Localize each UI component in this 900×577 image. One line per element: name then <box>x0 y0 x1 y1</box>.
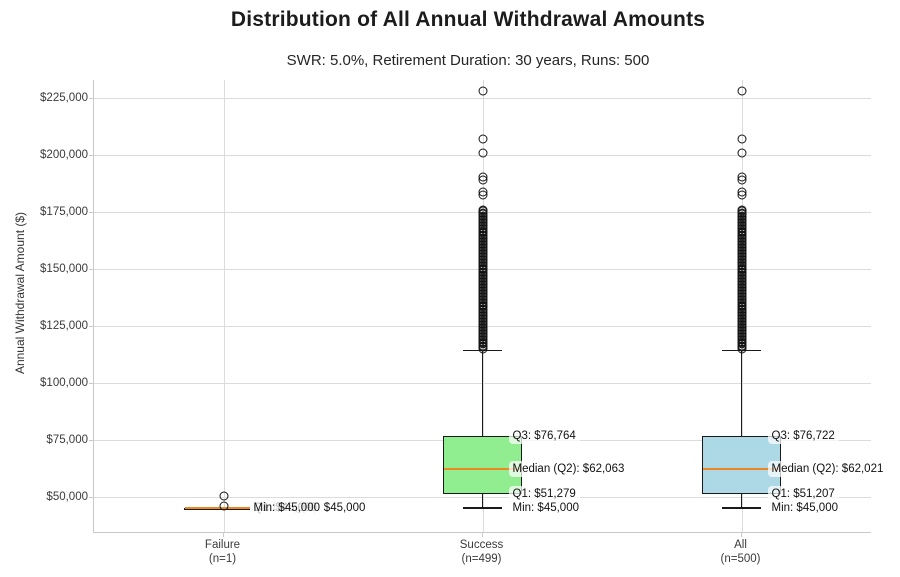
x-tick-mark <box>481 533 483 537</box>
stat-annotation: Median (Q2): $62,021 <box>767 461 888 478</box>
outlier-point <box>219 501 228 511</box>
x-tick-label-line1: Failure <box>204 539 241 551</box>
stat-annotation: Min: $45,000 <box>767 500 842 517</box>
outlier-point <box>478 134 487 144</box>
plot-area <box>93 80 871 533</box>
x-tick-label-line1: All <box>734 539 747 551</box>
stat-annotation: Q3: $76,764 <box>508 427 580 444</box>
stat-annotation: Q3: $76,722 <box>767 427 839 444</box>
y-tick-label: $200,000 <box>40 149 88 162</box>
upper-whisker <box>481 350 484 436</box>
y-tick-label: $125,000 <box>40 319 88 332</box>
lower-whisker <box>740 493 743 509</box>
y-tick-mark <box>89 212 93 214</box>
x-tick-label-line2: (n=1) <box>208 553 237 565</box>
y-tick-mark <box>89 98 93 100</box>
median-line <box>444 468 521 471</box>
outlier-point <box>737 187 746 197</box>
outlier-point <box>737 134 746 144</box>
chart-subtitle: SWR: 5.0%, Retirement Duration: 30 years… <box>286 52 650 69</box>
x-tick-label: Failure (n=1) <box>205 538 240 566</box>
stat-annotation: Min: $45,000 <box>249 500 324 517</box>
y-tick-label: $150,000 <box>40 262 88 275</box>
x-gridline <box>223 80 225 532</box>
y-tick-label: $50,000 <box>46 490 88 503</box>
x-tick-label-line1: Success <box>459 539 504 551</box>
y-tick-mark <box>89 268 93 270</box>
median-line <box>703 468 780 471</box>
min-cap <box>722 507 761 509</box>
y-tick-mark <box>89 439 93 441</box>
outlier-point <box>737 172 746 182</box>
x-tick-mark <box>222 533 224 537</box>
outlier-point <box>478 172 487 182</box>
y-tick-mark <box>89 325 93 327</box>
min-cap <box>463 507 502 509</box>
stat-annotation: Q1: $51,279 <box>508 485 580 502</box>
stat-annotation: Median (Q2): $62,063 <box>508 461 629 478</box>
x-tick-label-line2: (n=500) <box>720 553 761 565</box>
outlier-point <box>478 187 487 197</box>
x-tick-label: Success (n=499) <box>460 538 503 566</box>
y-tick-label: $75,000 <box>46 433 88 446</box>
stat-annotation: Min: $45,000 <box>508 500 583 517</box>
lower-whisker <box>481 493 484 509</box>
y-axis-label: Annual Withdrawal Amount ($) <box>13 211 27 375</box>
x-tick-label: All (n=500) <box>721 538 761 566</box>
outlier-point <box>737 148 746 158</box>
y-tick-label: $100,000 <box>40 376 88 389</box>
y-tick-mark <box>89 155 93 157</box>
outlier-point <box>219 491 228 501</box>
y-tick-label: $175,000 <box>40 206 88 219</box>
y-tick-mark <box>89 496 93 498</box>
x-tick-mark <box>740 533 742 537</box>
upper-whisker <box>740 350 743 436</box>
chart-title: Distribution of All Annual Withdrawal Am… <box>230 8 706 31</box>
y-tick-label: $225,000 <box>40 92 88 105</box>
outlier-point <box>478 148 487 158</box>
outlier-point <box>478 86 487 96</box>
outlier-point <box>737 205 746 215</box>
x-tick-label-line2: (n=499) <box>461 553 502 565</box>
stat-annotation: Q1: $51,207 <box>767 485 839 502</box>
outlier-point <box>737 86 746 96</box>
y-tick-mark <box>89 382 93 384</box>
outlier-point <box>478 205 487 215</box>
